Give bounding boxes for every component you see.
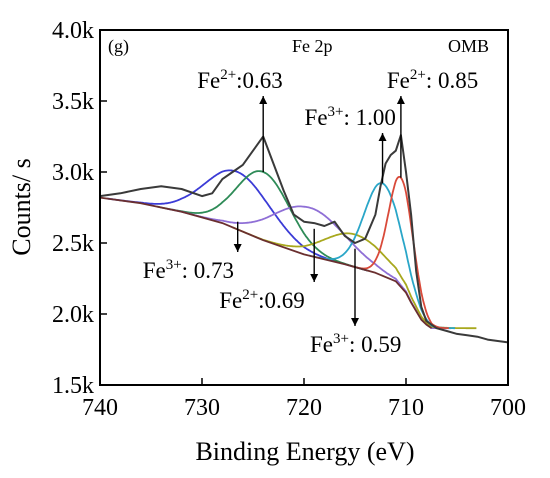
peak-curve-3 <box>166 205 451 330</box>
peak-annotation-label: Fe3+: 0.73 <box>143 257 234 283</box>
raw-spectrum-line <box>99 134 509 344</box>
chart-labels: (g) Fe 2p OMB Binding Energy (eV) Counts… <box>7 36 489 466</box>
x-tick-label: 730 <box>184 395 220 421</box>
annotation-arrowhead <box>233 244 242 252</box>
peak-annotations: Fe2+:0.63 Fe3+: 1.00 Fe2+: 0.85 Fe3+: 0.73 F… <box>143 67 479 357</box>
panel-label: (g) <box>108 36 129 57</box>
y-tick-label: 4.0k <box>52 18 94 44</box>
y-tick-label: 2.5k <box>52 231 94 257</box>
y-tick-label: 3.0k <box>52 160 94 186</box>
peak-annotation-label: Fe2+:0.63 <box>197 67 283 93</box>
x-tick-label: 700 <box>490 395 526 421</box>
y-axis-title: Counts/ s <box>7 158 36 256</box>
peak-annotation-label: Fe3+: 0.59 <box>310 331 401 357</box>
annotation-arrowhead <box>259 96 268 104</box>
annotation-arrowhead <box>396 96 405 104</box>
peak-curve-1 <box>106 169 368 272</box>
x-tick-label: 710 <box>388 395 424 421</box>
corner-label: OMB <box>448 36 489 56</box>
chart-title: Fe 2p <box>292 36 333 56</box>
peak-curve-2 <box>156 170 369 272</box>
axes: 740 730 720 710 700 1.5k 2.0k 2.5k 3.0k 3.5k 4.0k <box>52 18 526 421</box>
annotation-arrowhead <box>378 133 387 141</box>
y-tick-label: 1.5k <box>52 373 94 399</box>
peak-annotation-label: Fe2+:0.69 <box>219 287 305 313</box>
peak-annotation-label: Fe3+: 1.00 <box>305 104 396 130</box>
x-tick-label: 720 <box>286 395 322 421</box>
y-tick-label: 2.0k <box>52 302 94 328</box>
annotation-arrowhead <box>310 274 319 282</box>
peak-curve-6 <box>351 176 449 329</box>
peak-annotation-label: Fe2+: 0.85 <box>387 67 478 93</box>
annotation-arrowhead <box>351 318 359 326</box>
peak-curve-5 <box>308 182 455 330</box>
x-axis-title: Binding Energy (eV) <box>195 437 414 466</box>
x-tick-label: 740 <box>82 395 118 421</box>
y-tick-label: 3.5k <box>52 89 94 115</box>
background-line <box>99 196 433 329</box>
